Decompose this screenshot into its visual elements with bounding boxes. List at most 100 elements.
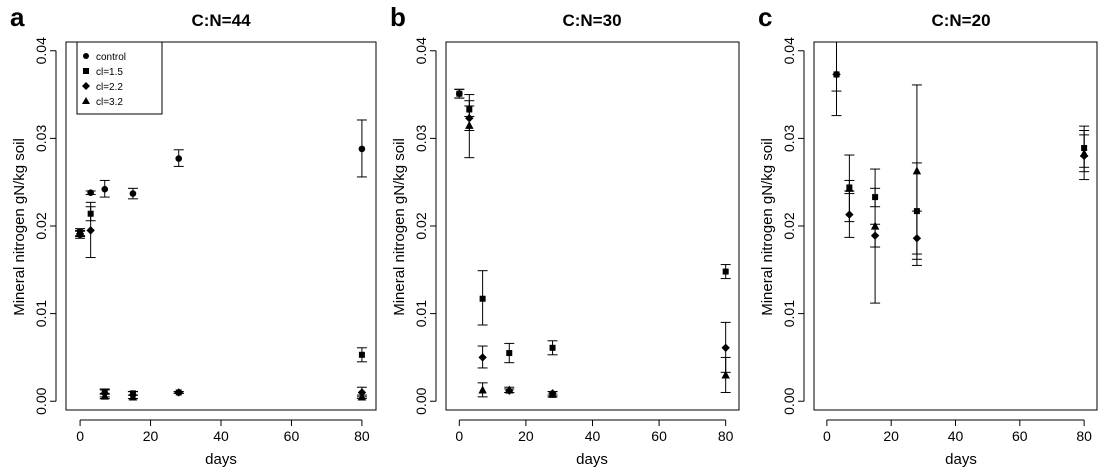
- y-tick-label: 0.00: [781, 387, 797, 414]
- y-axis-label: Mineral nitrogen gN/kg soil: [759, 138, 776, 316]
- circle-marker: [101, 185, 109, 193]
- y-tick-label: 0.03: [781, 125, 797, 152]
- plot-area: 0 20 40 60 80 0.00 0.01 0.02 0.03 0.04: [413, 37, 740, 444]
- y-tick-label: 0.01: [33, 300, 49, 327]
- y-tick-label: 0.04: [781, 37, 797, 64]
- series-cl-3-2: [99, 391, 367, 401]
- legend-label: cl=1.5: [96, 67, 123, 78]
- y-tick-label: 0.04: [33, 37, 49, 64]
- triangle-marker: [548, 389, 557, 398]
- y-axis-label: Mineral nitrogen gN/kg soil: [11, 138, 28, 316]
- x-tick-label: 80: [1076, 428, 1092, 444]
- x-axis-label: days: [576, 451, 608, 468]
- square-marker: [479, 295, 486, 302]
- diamond-marker: [832, 70, 841, 79]
- legend: control cl=1.5 cl=2.2 cl=3.2: [76, 41, 163, 115]
- legend-entry-cl-1-5: cl=1.5: [83, 67, 123, 78]
- y-tick-label: 0.03: [33, 125, 49, 152]
- y-tick-label: 0.00: [413, 387, 429, 414]
- x-axis-label: days: [205, 451, 237, 468]
- triangle-marker: [845, 183, 854, 192]
- series-cl-2-2: [464, 105, 731, 398]
- triangle-marker: [128, 392, 138, 401]
- plot-area: 0 20 40 60 80 0.00 0.01 0.02 0.03 0.04: [781, 37, 1098, 444]
- x-tick-label: 80: [718, 428, 734, 444]
- chart-title: C:N=30: [562, 11, 621, 30]
- series-cl-3-2: [464, 94, 731, 398]
- panel-b: b C:N=30 Mineral nitrogen gN/kg soil day…: [390, 2, 740, 468]
- legend-label: cl=3.2: [96, 97, 123, 108]
- y-tick-label: 0.04: [413, 37, 429, 64]
- series-cl-1-5: [454, 88, 731, 364]
- series-cl-1-5: [75, 206, 367, 397]
- circle-marker: [87, 189, 94, 197]
- diamond-marker: [478, 353, 487, 362]
- plot-frame: [65, 41, 377, 411]
- square-marker: [456, 90, 463, 97]
- diamond-marker: [721, 343, 730, 352]
- x-tick-label: 60: [1012, 428, 1028, 444]
- x-tick-label: 60: [651, 428, 667, 444]
- y-tick-label: 0.01: [781, 300, 797, 327]
- series-control: [75, 119, 367, 239]
- plot-frame: [813, 41, 1098, 411]
- panel-c: c C:N=20 Mineral nitrogen gN/kg soil day…: [758, 2, 1098, 468]
- triangle-marker: [357, 392, 367, 401]
- x-tick-label: 0: [823, 428, 831, 444]
- triangle-marker-icon: [82, 97, 90, 104]
- legend-label: control: [96, 52, 126, 63]
- legend-box: [76, 41, 163, 115]
- diamond-marker: [174, 388, 183, 397]
- x-tick-label: 0: [76, 428, 84, 444]
- chart-title: C:N=20: [931, 11, 990, 30]
- triangle-marker: [870, 221, 880, 230]
- y-tick-label: 0.02: [33, 212, 49, 239]
- series-cl-3-2: [844, 84, 1090, 304]
- x-tick-label: 0: [455, 428, 463, 444]
- legend-entry-cl-3-2: cl=3.2: [82, 97, 123, 108]
- y-axis-label: Mineral nitrogen gN/kg soil: [391, 138, 408, 316]
- triangle-marker: [721, 370, 730, 379]
- circle-marker-icon: [83, 53, 89, 59]
- series-cl-2-2: [75, 201, 367, 400]
- triangle-marker: [912, 166, 922, 175]
- x-tick-label: 20: [143, 428, 159, 444]
- error-bar: [870, 168, 881, 304]
- circle-marker: [358, 145, 366, 153]
- x-tick-label: 20: [883, 428, 899, 444]
- circle-marker: [129, 190, 137, 197]
- y-tick-label: 0.02: [781, 212, 797, 239]
- x-tick-label: 40: [948, 428, 964, 444]
- square-marker: [722, 268, 729, 275]
- triangle-marker: [1079, 148, 1089, 157]
- x-axis-label: days: [945, 451, 977, 468]
- diamond-marker-icon: [82, 82, 90, 90]
- series-cl-2-2: [831, 42, 1090, 266]
- x-tick-label: 80: [354, 428, 370, 444]
- triangle-marker: [505, 385, 514, 394]
- triangle-marker: [100, 391, 109, 400]
- x-tick-label: 20: [518, 428, 534, 444]
- triangle-marker: [478, 385, 487, 394]
- x-tick-label: 40: [213, 428, 229, 444]
- square-marker: [506, 350, 513, 357]
- diamond-marker: [86, 226, 95, 235]
- legend-entry-cl-2-2: cl=2.2: [82, 82, 123, 93]
- series-cl-1-5: [831, 42, 1090, 260]
- square-marker: [358, 351, 365, 358]
- plot-area: 0 20 40 60 80 0.00 0.01 0.02 0.03 0.04: [33, 37, 377, 444]
- x-tick-label: 60: [284, 428, 300, 444]
- legend-entry-control: control: [83, 52, 126, 63]
- square-marker-icon: [83, 68, 89, 74]
- chart-title: C:N=44: [191, 11, 251, 30]
- panel-letter: c: [758, 2, 772, 32]
- circle-marker: [175, 155, 183, 162]
- square-marker: [549, 344, 556, 351]
- y-tick-label: 0.03: [413, 125, 429, 152]
- diamond-marker: [75, 229, 85, 239]
- y-tick-label: 0.02: [413, 212, 429, 239]
- panel-letter: a: [10, 2, 25, 32]
- y-tick-label: 0.01: [413, 300, 429, 327]
- x-tick-label: 40: [585, 428, 601, 444]
